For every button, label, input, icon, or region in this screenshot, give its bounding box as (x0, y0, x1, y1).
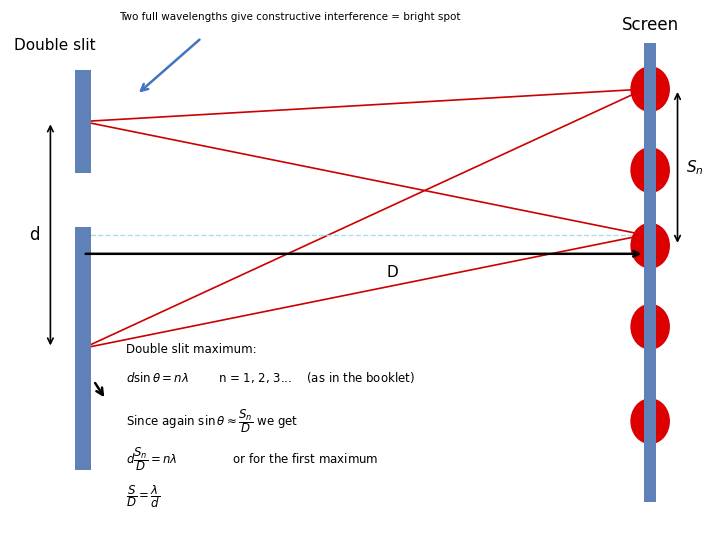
Text: Screen: Screen (621, 16, 679, 34)
Text: Double slit maximum:: Double slit maximum: (126, 343, 256, 356)
Text: D: D (387, 265, 398, 280)
Text: $d\sin\theta = n\lambda$        n = 1, 2, 3...    (as in the booklet): $d\sin\theta = n\lambda$ n = 1, 2, 3... … (126, 370, 415, 385)
Bar (644, 43, 656, 502)
Ellipse shape (631, 222, 670, 268)
Bar (75, 70, 91, 173)
Text: Since again $\sin\theta \approx \dfrac{S_n}{D}$ we get: Since again $\sin\theta \approx \dfrac{S… (126, 408, 298, 435)
Ellipse shape (631, 399, 670, 444)
Bar (75, 227, 91, 470)
Text: Double slit: Double slit (14, 38, 96, 53)
Ellipse shape (631, 147, 670, 193)
Text: d: d (29, 226, 40, 244)
Text: $S_n$: $S_n$ (686, 158, 704, 177)
Text: Two full wavelengths give constructive interference = bright spot: Two full wavelengths give constructive i… (119, 11, 460, 22)
Text: $d\dfrac{S_n}{D} = n\lambda$               or for the first maximum: $d\dfrac{S_n}{D} = n\lambda$ or for the … (126, 446, 379, 473)
Ellipse shape (631, 303, 670, 350)
Text: $\dfrac{S}{D} = \dfrac{\lambda}{d}$: $\dfrac{S}{D} = \dfrac{\lambda}{d}$ (126, 483, 161, 510)
Ellipse shape (631, 66, 670, 112)
